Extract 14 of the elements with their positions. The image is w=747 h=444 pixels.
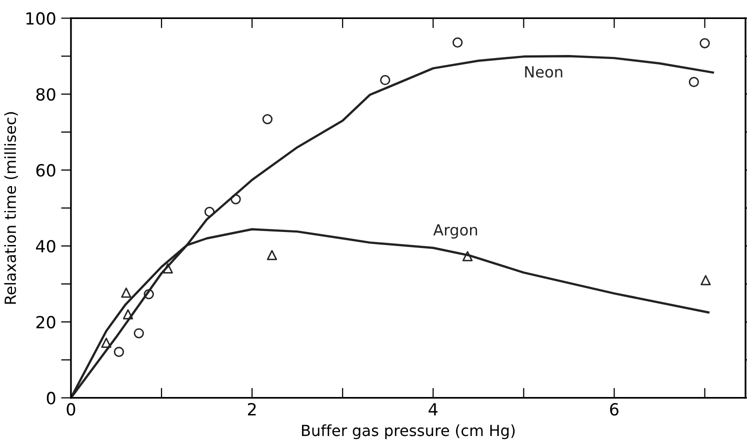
y-tick-label: 80 <box>36 88 56 101</box>
x-tick-label: 2 <box>248 402 256 416</box>
y-tick-label: 20 <box>36 316 56 328</box>
x-tick-label: 6 <box>610 402 618 416</box>
x-tick-label: 0 <box>66 402 76 416</box>
y-tick-label: 100 <box>26 12 56 25</box>
series-label: Argon <box>433 224 478 239</box>
series-label: Neon <box>525 66 562 78</box>
y-tick-label: 60 <box>36 164 56 177</box>
y-tick-label: 40 <box>36 240 56 253</box>
x-tick-label: 4 <box>428 403 438 416</box>
x-axis-title: Buffer gas pressure (cm Hg) <box>302 424 515 440</box>
y-axis-title: Relaxation time (millisec) <box>4 112 18 304</box>
y-tick-label: 0 <box>46 392 56 404</box>
